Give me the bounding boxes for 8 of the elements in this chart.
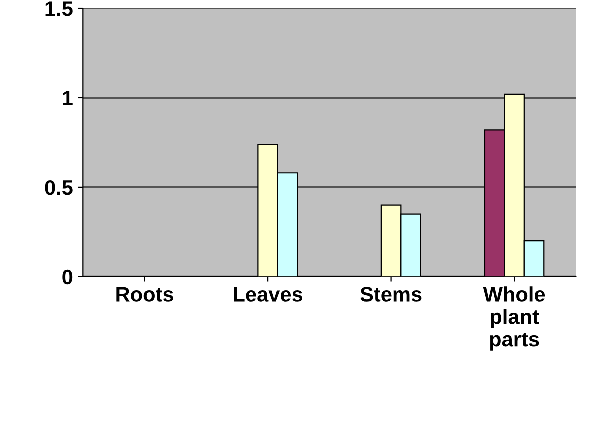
x-tick-label: Roots: [116, 287, 174, 302]
y-tick-label: 1.5: [46, 2, 73, 16]
y-tick-label: 1: [63, 91, 73, 106]
x-tick-label: Leaves: [234, 287, 303, 302]
x-tick-label: Stems: [360, 287, 422, 302]
y-tick-label: 0.5: [45, 180, 73, 196]
x-tick-label: Whole plant parts: [483, 286, 546, 351]
y-tick-label: 0: [62, 270, 73, 285]
